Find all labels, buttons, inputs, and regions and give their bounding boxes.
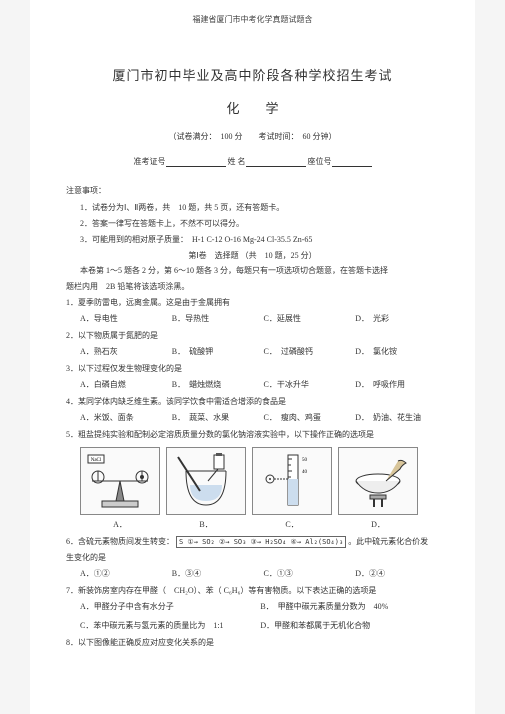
q6-opt-a: A．①② <box>80 568 164 579</box>
q1-opt-a: A．导电性 <box>80 313 164 324</box>
question-2-options: A．熟石灰 B． 硫酸钾 C． 过磷酸钙 D． 氯化铵 <box>80 346 439 357</box>
question-1: 1．夏季防雷电，远离金属。这是由于金属拥有 <box>66 297 439 309</box>
q3-opt-d: D． 呼吸作用 <box>355 379 439 390</box>
q3-opt-a: A．白磷自燃 <box>80 379 164 390</box>
fig-label-d: D． <box>338 519 418 530</box>
question-7-options: A．甲醛分子中含有水分子 B． 甲醛中碳元素质量分数为 40% C．苯中碳元素与… <box>80 601 439 631</box>
q6-opt-b: B．③④ <box>172 568 256 579</box>
q4-opt-a: A．米饭、面条 <box>80 412 164 423</box>
q3-opt-c: C．干冰升华 <box>264 379 348 390</box>
q1-opt-c: C．延展性 <box>264 313 348 324</box>
question-4: 4．某同学体内缺乏维生素。该同学饮食中需适合增添的食品是 <box>66 396 439 408</box>
instruction-2: 2．答案一律写在答题卡上，不然不可以得分。 <box>80 218 439 230</box>
svg-text:40: 40 <box>302 470 308 475</box>
question-6-options: A．①② B．③④ C．①③ D．②④ <box>80 568 439 579</box>
notice-heading: 注意事项： <box>66 185 439 196</box>
blank-seat <box>332 157 372 167</box>
q6-text-a: 6．含硫元素物质间发生转变： <box>66 537 174 546</box>
question-3: 3．以下过程仅发生物理变化的是 <box>66 363 439 375</box>
header-note: 福建省厦门市中考化学真题试题含 <box>66 14 439 25</box>
question-8: 8．以下图像能正确反应对应变化关系的是 <box>66 637 439 649</box>
question-3-options: A．白磷自燃 B． 蜡烛燃烧 C．干冰升华 D． 呼吸作用 <box>80 379 439 390</box>
svg-text:NaCl: NaCl <box>91 458 102 463</box>
q7-opt-d: D．甲醛和苯都属于无机化合物 <box>260 620 432 631</box>
q4-opt-d: D． 奶油、花生油 <box>355 412 439 423</box>
question-6-cont: 生变化的是 <box>66 552 439 564</box>
fill-line: 准考证号 姓 名 座位号 <box>66 156 439 167</box>
q6-opt-c: C．①③ <box>264 568 348 579</box>
question-6: 6．含硫元素物质间发生转变： S ①→ SO₂ ②→ SO₃ ③→ H₂SO₄ … <box>66 536 439 548</box>
fig-label-c: C． <box>252 519 332 530</box>
q2-opt-d: D． 氯化铵 <box>355 346 439 357</box>
q2-opt-a: A．熟石灰 <box>80 346 164 357</box>
figure-c-measure: 50 40 <box>252 447 332 515</box>
q4-opt-c: C． 瘦肉、鸡蛋 <box>264 412 348 423</box>
exam-info: （试卷满分： 100 分 考试时间： 60 分钟） <box>66 131 439 142</box>
question-2: 2．以下物质属于氮肥的是 <box>66 330 439 342</box>
figure-a-balance: NaCl <box>80 447 160 515</box>
question-7: 7．新装饰房室内存在甲醛（ CH₂O）、苯（ C₆H₆）等有害物质。以下表达正确… <box>66 585 439 597</box>
svg-text:50: 50 <box>302 458 308 463</box>
q6-text-b: 。此中硫元素化合价发 <box>348 537 428 546</box>
question-4-options: A．米饭、面条 B． 蔬菜、水果 C． 瘦肉、鸡蛋 D． 奶油、花生油 <box>80 412 439 423</box>
fig-label-b: B． <box>166 519 246 530</box>
q7-opt-c: C．苯中碳元素与氢元素的质量比为 1:1 <box>80 620 252 631</box>
blank-exam-id <box>166 157 226 167</box>
part1-para1: 本卷第 1～5 题各 2 分，第 6～10 题各 3 分，每题只有一项选项切合题… <box>80 265 439 277</box>
q7-opt-a: A．甲醛分子中含有水分子 <box>80 601 252 612</box>
question-1-options: A．导电性 B．导热性 C．延展性 D． 光彩 <box>80 313 439 324</box>
part1-title: 第Ⅰ卷 选择题 （共 10 题，25 分） <box>66 250 439 261</box>
figure-b-dissolve <box>166 447 246 515</box>
q4-opt-b: B． 蔬菜、水果 <box>172 412 256 423</box>
instruction-3: 3．可能用到的相对原子质量： H-1 C-12 O-16 Mg-24 Cl-35… <box>80 234 439 246</box>
exam-page: 福建省厦门市中考化学真题试题含 厦门市初中毕业及高中阶段各种学校招生考试 化 学… <box>30 0 475 714</box>
q7-opt-b: B． 甲醛中碳元素质量分数为 40% <box>260 601 432 612</box>
instruction-1: 1．试卷分为Ⅰ、Ⅱ两卷，共 10 题，共 5 页，还有答题卡。 <box>80 202 439 214</box>
subject-title: 化 学 <box>66 98 439 117</box>
label-exam-id: 准考证号 <box>134 157 166 166</box>
question-5: 5．粗盐提纯实验和配制必定溶质质量分数的氯化钠溶液实验中，以下操作正确的选项是 <box>66 429 439 441</box>
figure-row: NaCl <box>80 447 439 515</box>
part1-para2: 题栏内用 2B 铅笔将该选项涂黑。 <box>66 281 439 293</box>
figure-labels: A． B． C． D． <box>80 519 439 530</box>
q3-opt-b: B． 蜡烛燃烧 <box>172 379 256 390</box>
figure-d-evaporate <box>338 447 418 515</box>
q6-chem: S ①→ SO₂ ②→ SO₃ ③→ H₂SO₄ ④→ Al₂(SO₄)₃ <box>176 536 346 548</box>
q2-opt-b: B． 硫酸钾 <box>172 346 256 357</box>
exam-title: 厦门市初中毕业及高中阶段各种学校招生考试 <box>66 65 439 84</box>
label-name: 姓 名 <box>228 157 246 166</box>
q1-opt-d: D． 光彩 <box>355 313 439 324</box>
q2-opt-c: C． 过磷酸钙 <box>264 346 348 357</box>
q6-opt-d: D．②④ <box>355 568 439 579</box>
label-seat: 座位号 <box>308 157 332 166</box>
q1-opt-b: B．导热性 <box>172 313 256 324</box>
blank-name <box>246 157 306 167</box>
fig-label-a: A． <box>80 519 160 530</box>
